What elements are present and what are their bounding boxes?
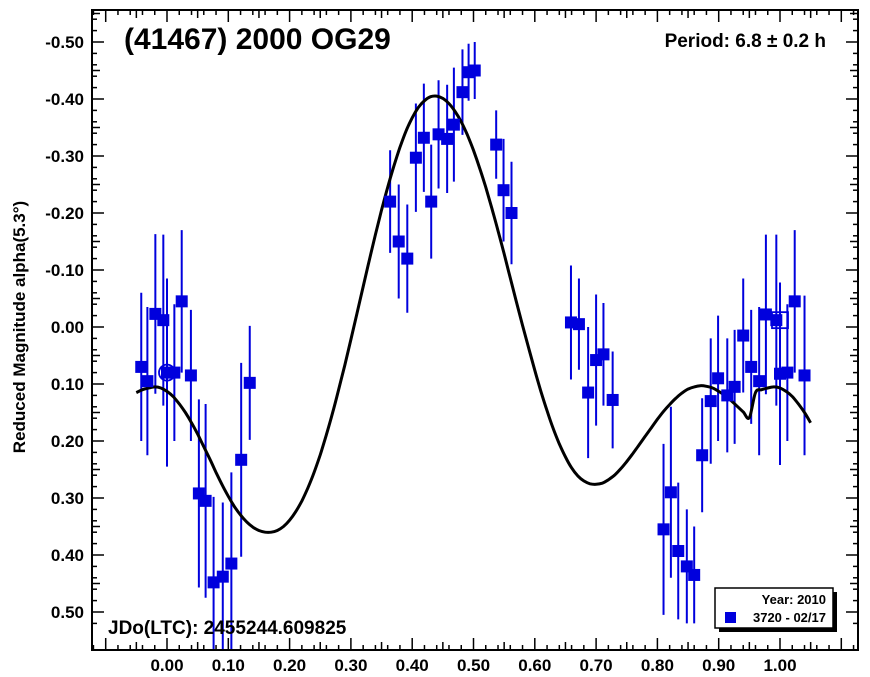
data-point	[597, 348, 610, 361]
data-point	[216, 570, 229, 583]
legend-header: Year: 2010	[762, 592, 826, 607]
chart-title: (41467) 2000 OG29	[124, 23, 391, 56]
data-point	[184, 369, 197, 382]
y-tick-label: 0.30	[51, 489, 84, 508]
x-tick-label: 0.70	[580, 656, 613, 675]
y-tick-label: 0.00	[51, 318, 84, 337]
x-tick-label: 0.20	[273, 656, 306, 675]
data-point	[417, 131, 430, 144]
data-point	[759, 308, 772, 321]
data-point	[409, 151, 422, 164]
x-tick-label: 0.10	[212, 656, 245, 675]
data-point	[672, 545, 685, 558]
plot-frame	[91, 9, 859, 651]
open-markers	[158, 311, 789, 382]
data-point	[157, 314, 170, 327]
data-point	[505, 207, 518, 219]
y-tick-label: -0.40	[45, 90, 84, 109]
data-point	[582, 386, 595, 399]
jd-label: JDo(LTC): 2455244.609825	[108, 618, 347, 639]
fit-curve	[135, 94, 812, 534]
y-tick-labels: -0.50 -0.40 -0.30 -0.20 -0.10 0.00 0.10 0.20 0.3…	[45, 33, 84, 622]
data-point	[199, 494, 212, 507]
data-point	[141, 375, 154, 388]
x-tick-label: 0.30	[334, 656, 367, 675]
data-point	[497, 184, 510, 197]
data-point	[781, 366, 794, 379]
data-point	[441, 132, 454, 145]
y-tick-label: 0.10	[51, 375, 84, 394]
data-point	[753, 375, 766, 388]
data-point	[770, 314, 783, 327]
data-point	[207, 576, 220, 589]
data-points	[135, 64, 811, 589]
x-tick-labels: 0.00 0.10 0.20 0.30 0.40 0.50 0.60 0.70 0.80 0.90…	[150, 656, 796, 675]
x-tick-label: 0.50	[457, 656, 490, 675]
data-point	[456, 86, 469, 99]
y-tick-label: 0.50	[51, 603, 84, 622]
x-tick-label: 0.00	[150, 656, 183, 675]
open-square-marker	[771, 311, 789, 330]
axis-ticks	[92, 10, 858, 650]
data-point	[664, 486, 677, 499]
data-point	[235, 453, 248, 466]
data-point	[135, 360, 148, 373]
data-point	[392, 235, 405, 248]
period-label: Period: 6.8 ± 0.2 h	[665, 31, 826, 52]
legend: Year: 2010 3720 - 02/17	[714, 587, 837, 632]
data-point	[425, 195, 438, 208]
data-point	[384, 195, 397, 208]
data-point	[243, 376, 256, 389]
x-tick-label: 1.00	[763, 656, 796, 675]
data-point	[401, 252, 414, 265]
y-tick-label: -0.20	[45, 204, 84, 223]
y-tick-label: -0.10	[45, 261, 84, 280]
data-point	[225, 557, 238, 570]
data-point	[447, 118, 460, 131]
data-point	[175, 295, 188, 308]
data-point	[468, 64, 481, 77]
legend-entry-label: 3720 - 02/17	[753, 610, 826, 625]
data-point	[606, 393, 619, 406]
y-tick-label: -0.30	[45, 147, 84, 166]
y-axis-label: Reduced Magnitude alpha(5.3°)	[10, 201, 29, 453]
data-point	[490, 138, 503, 151]
data-point	[572, 318, 585, 331]
error-bars	[140, 42, 806, 649]
data-point	[688, 568, 701, 581]
x-tick-label: 0.80	[641, 656, 674, 675]
y-tick-label: -0.50	[45, 33, 84, 52]
data-point	[728, 380, 741, 393]
open-circle-marker	[158, 363, 176, 382]
x-tick-label: 0.60	[518, 656, 551, 675]
data-point	[745, 360, 758, 373]
data-point	[737, 329, 750, 342]
data-point	[704, 395, 717, 408]
data-point	[696, 449, 709, 462]
data-point	[798, 369, 811, 382]
x-tick-label: 0.40	[396, 656, 429, 675]
data-point	[712, 372, 725, 385]
data-point	[657, 523, 670, 536]
data-point	[788, 295, 801, 308]
x-tick-label: 0.90	[702, 656, 735, 675]
y-tick-label: 0.20	[51, 432, 84, 451]
legend-marker	[725, 612, 736, 623]
y-tick-label: 0.40	[51, 546, 84, 565]
